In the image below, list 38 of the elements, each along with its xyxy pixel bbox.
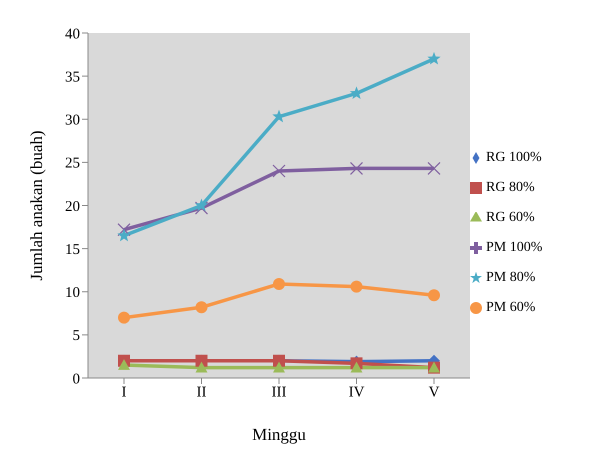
y-axis-title: Jumlah anakan (buah) (27, 130, 46, 281)
legend-label: RG 60% (486, 210, 535, 225)
point (117, 228, 131, 242)
y-tick-label: 25 (65, 156, 80, 172)
x-tick-label: II (196, 384, 206, 401)
y-tick-label: 20 (65, 198, 80, 215)
legend-label: RG 80% (486, 180, 535, 195)
y-tick-label: 5 (72, 328, 80, 344)
point (196, 301, 208, 314)
y-tick-label: 10 (65, 285, 80, 302)
point (194, 198, 208, 212)
legend-label: PM 60% (486, 300, 536, 315)
y-tick-label: 15 (65, 242, 80, 258)
point (118, 312, 130, 324)
legend-label: PM 100% (486, 240, 542, 255)
point (117, 223, 131, 236)
x-tick-label: V (428, 384, 440, 401)
point (350, 162, 364, 176)
point (428, 289, 440, 302)
x-axis-title: Minggu (252, 425, 306, 444)
legend-label: PM 80% (486, 270, 536, 285)
x-tick-label: IV (348, 384, 365, 401)
point (350, 280, 362, 293)
y-tick-label: 0 (72, 371, 80, 388)
x-tick-label: I (122, 384, 126, 401)
point (427, 162, 441, 176)
point (350, 362, 362, 372)
y-tick-label: 30 (65, 112, 80, 129)
point (273, 362, 285, 372)
legend-label: RG 100% (486, 150, 542, 165)
point (427, 52, 441, 65)
point (196, 362, 208, 372)
x-tick-label: III (272, 384, 286, 401)
y-tick-label: 35 (65, 69, 80, 86)
y-tick-label: 40 (65, 26, 80, 42)
point (118, 359, 130, 370)
point (272, 164, 286, 178)
point (273, 278, 285, 290)
